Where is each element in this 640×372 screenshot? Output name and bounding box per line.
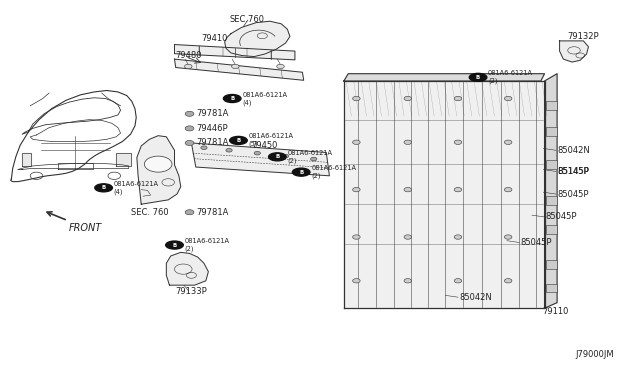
Text: 081A6-6121A
(2): 081A6-6121A (2) (488, 70, 533, 84)
Ellipse shape (95, 184, 113, 192)
Ellipse shape (469, 73, 487, 81)
Circle shape (276, 64, 284, 68)
Ellipse shape (230, 137, 247, 144)
Circle shape (310, 157, 317, 161)
Bar (546, 284, 557, 292)
Text: B: B (172, 243, 177, 247)
Text: 85042N: 85042N (557, 146, 590, 155)
Text: B: B (236, 138, 241, 143)
Circle shape (454, 235, 461, 239)
Circle shape (185, 111, 194, 116)
Text: 081A6-6121A
(4): 081A6-6121A (4) (242, 92, 287, 106)
Text: 79781A: 79781A (196, 208, 228, 217)
Text: 79133P: 79133P (176, 287, 207, 296)
Circle shape (504, 235, 512, 239)
Circle shape (404, 187, 412, 192)
Circle shape (353, 96, 360, 101)
Circle shape (454, 96, 461, 101)
Text: B: B (275, 154, 280, 159)
Text: 081A6-6121A
(4): 081A6-6121A (4) (114, 181, 159, 195)
Text: SEC.760: SEC.760 (229, 15, 264, 23)
Ellipse shape (223, 94, 241, 103)
Text: 081A6-6121A
(5): 081A6-6121A (5) (248, 134, 294, 147)
Bar (546, 225, 557, 234)
Bar (546, 260, 557, 269)
Circle shape (232, 64, 239, 68)
Ellipse shape (292, 168, 310, 176)
Circle shape (454, 140, 461, 144)
Text: B: B (299, 170, 303, 174)
Polygon shape (225, 21, 290, 57)
Circle shape (145, 156, 172, 172)
Text: 79110: 79110 (543, 307, 569, 316)
Circle shape (404, 279, 412, 283)
Text: 79446P: 79446P (196, 124, 227, 133)
Circle shape (184, 64, 192, 68)
Circle shape (353, 140, 360, 144)
Text: B5145P: B5145P (557, 167, 589, 176)
Circle shape (504, 140, 512, 144)
Text: B: B (476, 75, 480, 80)
Ellipse shape (269, 153, 286, 161)
Text: 85045P: 85045P (546, 212, 577, 221)
Polygon shape (116, 153, 131, 166)
Circle shape (282, 154, 289, 158)
Circle shape (353, 279, 360, 283)
Polygon shape (545, 74, 557, 308)
Circle shape (226, 148, 232, 152)
Circle shape (404, 235, 412, 239)
Polygon shape (191, 143, 330, 176)
Circle shape (504, 96, 512, 101)
Circle shape (353, 235, 360, 239)
Text: J79000JM: J79000JM (575, 350, 614, 359)
Circle shape (454, 279, 461, 283)
Circle shape (404, 140, 412, 144)
Text: 79410: 79410 (201, 34, 227, 43)
Circle shape (353, 187, 360, 192)
Circle shape (254, 151, 260, 155)
Circle shape (404, 96, 412, 101)
Text: 79450: 79450 (251, 141, 277, 150)
Text: 081A6-6121A
(2): 081A6-6121A (2) (287, 150, 332, 164)
Circle shape (454, 187, 461, 192)
Bar (546, 127, 557, 136)
Polygon shape (22, 153, 31, 166)
Bar (546, 196, 557, 205)
Bar (546, 102, 557, 110)
Text: FRONT: FRONT (69, 223, 102, 233)
Circle shape (504, 187, 512, 192)
Text: 79132P: 79132P (568, 32, 600, 41)
Text: 79781A: 79781A (196, 138, 228, 147)
Polygon shape (344, 74, 545, 81)
Text: 85045P: 85045P (521, 238, 552, 247)
Text: 79781A: 79781A (196, 109, 228, 118)
Circle shape (201, 146, 207, 150)
Text: 79480: 79480 (176, 51, 202, 60)
Text: 081A6-6121A
(2): 081A6-6121A (2) (311, 165, 356, 179)
Text: 85042N: 85042N (460, 293, 492, 302)
Circle shape (185, 126, 194, 131)
Ellipse shape (166, 241, 183, 249)
Polygon shape (175, 59, 304, 80)
Polygon shape (166, 252, 209, 285)
Circle shape (185, 210, 194, 215)
Text: SEC. 760: SEC. 760 (131, 208, 168, 217)
Polygon shape (559, 41, 588, 62)
Text: B: B (230, 96, 234, 101)
Text: 081A6-6121A
(2): 081A6-6121A (2) (184, 238, 230, 252)
Polygon shape (175, 45, 295, 60)
Text: 85045P: 85045P (557, 189, 589, 199)
Circle shape (185, 141, 194, 145)
Circle shape (504, 279, 512, 283)
Polygon shape (137, 136, 180, 204)
Bar (546, 160, 557, 169)
Text: B: B (102, 185, 106, 190)
Text: 85145P: 85145P (557, 167, 589, 176)
Polygon shape (344, 81, 545, 308)
